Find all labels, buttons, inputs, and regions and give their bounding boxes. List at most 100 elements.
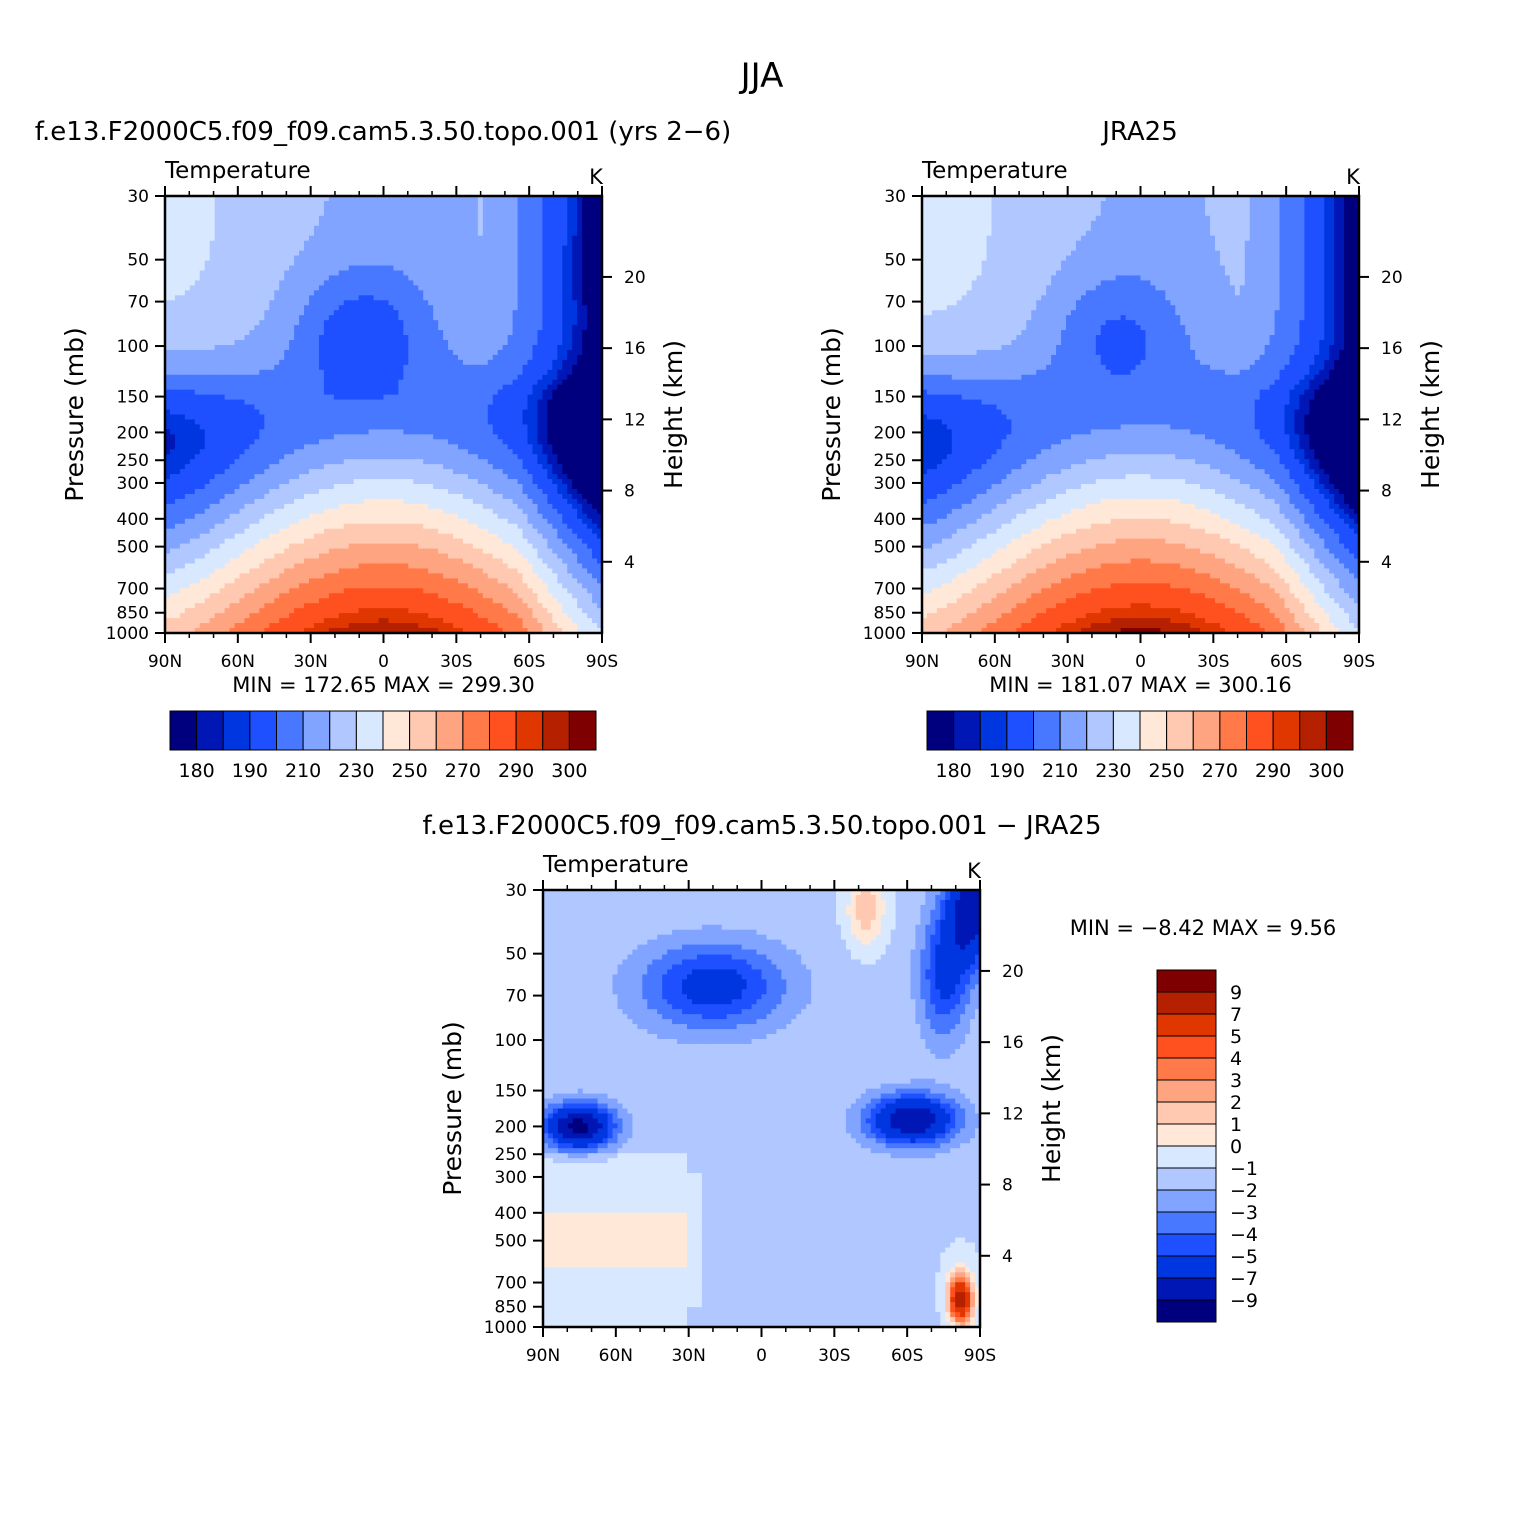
contour-cell — [567, 404, 573, 411]
contour-cell — [169, 414, 176, 421]
contour-cell — [428, 225, 434, 232]
contour-cell — [333, 344, 340, 351]
contour-cell — [309, 255, 315, 262]
contour-cell — [199, 255, 206, 262]
contour-cell — [373, 379, 380, 386]
contour-cell — [279, 389, 285, 396]
contour-cell — [304, 280, 310, 286]
contour-cell — [229, 320, 236, 326]
contour-cell — [363, 340, 370, 346]
contour-cell — [572, 275, 578, 282]
contour-cell — [582, 469, 588, 475]
contour-cell — [487, 255, 494, 262]
contour-cell — [358, 444, 365, 450]
contour-cell — [477, 394, 484, 401]
contour-cell — [194, 399, 201, 406]
contour-cell — [453, 280, 459, 286]
contour-cell — [179, 379, 186, 386]
contour-cell — [453, 409, 459, 416]
contour-cell — [214, 215, 221, 222]
contour-cell — [492, 349, 499, 356]
contour-cell — [457, 449, 464, 455]
contour-cell — [522, 320, 529, 326]
contour-cell — [179, 409, 186, 416]
contour-cell — [462, 300, 469, 306]
contour-cell — [388, 344, 395, 351]
contour-cell — [209, 220, 216, 227]
contour-cell — [467, 290, 474, 296]
contour-cell — [408, 215, 414, 222]
contour-cell — [289, 384, 295, 391]
contour-cell — [502, 369, 509, 376]
contour-cell — [309, 275, 315, 282]
contour-cell — [527, 285, 534, 291]
contour-cell — [165, 374, 171, 381]
contour-cell — [502, 275, 509, 282]
contour-cell — [378, 369, 385, 376]
contour-cell — [562, 280, 568, 286]
contour-cell — [438, 394, 444, 401]
contour-cell — [562, 255, 568, 262]
contour-cell — [438, 205, 444, 212]
contour-cell — [393, 260, 399, 267]
contour-cell — [368, 369, 375, 376]
contour-cell — [562, 349, 568, 356]
contour-cell — [338, 270, 345, 277]
contour-cell — [234, 196, 241, 202]
contour-cell — [403, 359, 409, 366]
contour-cell — [333, 250, 340, 257]
contour-cell — [358, 399, 365, 406]
contour-cell — [219, 285, 226, 291]
contour-cell — [557, 255, 563, 262]
contour-cell — [512, 325, 519, 331]
contour-cell — [269, 235, 275, 242]
contour-cell — [224, 270, 231, 277]
contour-cell — [289, 449, 295, 455]
contour-cell — [527, 320, 534, 326]
contour-cell — [259, 414, 265, 421]
contour-cell — [572, 235, 578, 242]
contour-cell — [552, 230, 558, 237]
contour-cell — [418, 429, 424, 435]
contour-cell — [209, 240, 216, 247]
contour-cell — [388, 220, 395, 227]
contour-cell — [547, 260, 553, 267]
contour-cell — [254, 300, 260, 306]
contour-cell — [244, 230, 251, 237]
contour-cell — [199, 340, 206, 346]
contour-cell — [403, 340, 409, 346]
contour-cell — [165, 310, 171, 316]
contour-cell — [557, 349, 563, 356]
contour-cell — [309, 205, 315, 212]
contour-cell — [547, 250, 553, 257]
contour-cell — [453, 200, 459, 207]
contour-cell — [462, 220, 469, 227]
contour-cell — [443, 265, 449, 272]
contour-cell — [363, 409, 370, 416]
contour-cell — [249, 315, 255, 321]
contour-cell — [294, 354, 300, 361]
contour-cell — [323, 414, 330, 421]
contour-cell — [557, 300, 563, 306]
contour-cell — [398, 364, 404, 371]
contour-cell — [244, 379, 251, 386]
contour-cell — [457, 409, 464, 416]
contour-cell — [174, 210, 181, 217]
contour-cell — [547, 215, 553, 222]
contour-cell — [373, 235, 380, 242]
contour-cell — [537, 349, 544, 356]
contour-cell — [244, 349, 251, 356]
contour-cell — [264, 419, 270, 426]
contour-cell — [189, 225, 196, 232]
contour-cell — [333, 245, 340, 252]
contour-cell — [423, 325, 429, 331]
contour-cell — [229, 349, 236, 356]
contour-cell — [174, 424, 181, 430]
contour-cell — [477, 369, 484, 376]
contour-cell — [547, 429, 553, 435]
contour-cell — [328, 315, 335, 321]
contour-cell — [567, 305, 573, 311]
contour-cell — [562, 394, 568, 401]
contour-cell — [572, 280, 578, 286]
contour-cell — [512, 300, 519, 306]
